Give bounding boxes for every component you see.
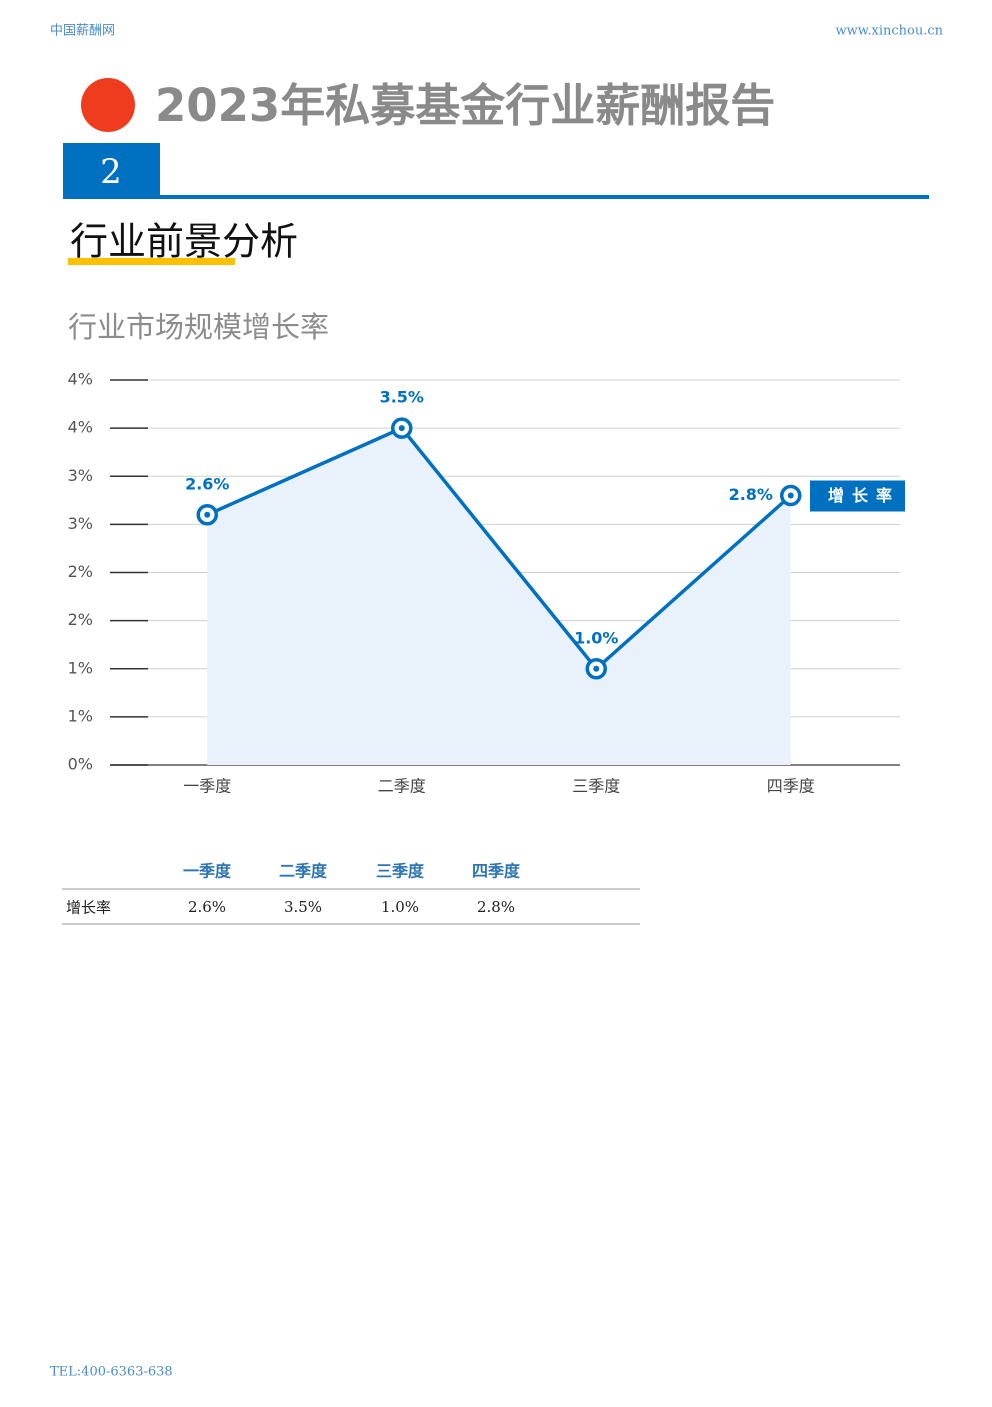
legend-box xyxy=(810,480,905,512)
y-tick-label: 1% xyxy=(68,658,93,677)
row-label: 增长率 xyxy=(66,899,111,917)
table-cell: 2.8% xyxy=(477,898,515,916)
point-center xyxy=(593,665,600,672)
data-label: 2.6% xyxy=(185,474,229,493)
x-tick-label: 二季度 xyxy=(378,777,426,796)
section-rule xyxy=(63,195,929,199)
site-url: www.xinchou.cn xyxy=(836,24,944,39)
chart-title: 行业市场规模增长率 xyxy=(68,310,329,344)
x-tick-label: 四季度 xyxy=(767,777,815,796)
column-header: 一季度 xyxy=(183,862,232,881)
y-tick-label: 4% xyxy=(68,370,93,389)
y-tick-label: 0% xyxy=(68,755,93,774)
y-tick-label: 2% xyxy=(68,610,93,629)
point-center xyxy=(398,425,405,432)
table-cell: 2.6% xyxy=(188,898,226,916)
y-tick-label: 3% xyxy=(68,514,93,533)
y-tick-label: 2% xyxy=(68,562,93,581)
heading-underline xyxy=(68,258,235,265)
section-number: 2 xyxy=(100,152,122,192)
point-center xyxy=(787,492,794,499)
section-title: 行业前景分析 xyxy=(70,220,298,264)
data-label: 3.5% xyxy=(380,388,424,407)
data-label: 2.8% xyxy=(729,485,773,504)
column-header: 三季度 xyxy=(376,862,425,881)
x-tick-label: 三季度 xyxy=(572,777,620,796)
y-tick-label: 3% xyxy=(68,466,93,485)
area xyxy=(207,428,791,765)
section-box xyxy=(63,143,160,197)
column-header: 四季度 xyxy=(472,862,521,881)
report-title: 2023年私募基金行业薪酬报告 xyxy=(155,79,775,132)
x-tick-label: 一季度 xyxy=(183,777,231,796)
title-dot xyxy=(81,78,135,132)
table-cell: 3.5% xyxy=(284,898,322,916)
point-center xyxy=(204,511,211,518)
line xyxy=(206,425,792,672)
site-name: 中国薪酬网 xyxy=(50,24,115,39)
chart: 0% 1% 1% 2% 2% 3% 3% 4% 4% 一季度 二季度 三季度 四季度 2.6% 3.5% 1.… xyxy=(68,370,905,796)
column-header: 二季度 xyxy=(279,862,328,881)
data-label: 1.0% xyxy=(574,628,618,647)
footer-tel: TEL:400-6363-638 xyxy=(50,1365,173,1380)
table-cell: 1.0% xyxy=(381,898,419,916)
y-tick-label: 1% xyxy=(68,706,93,725)
y-tick-label: 4% xyxy=(68,418,93,437)
legend-label: 增长率 xyxy=(828,486,900,505)
